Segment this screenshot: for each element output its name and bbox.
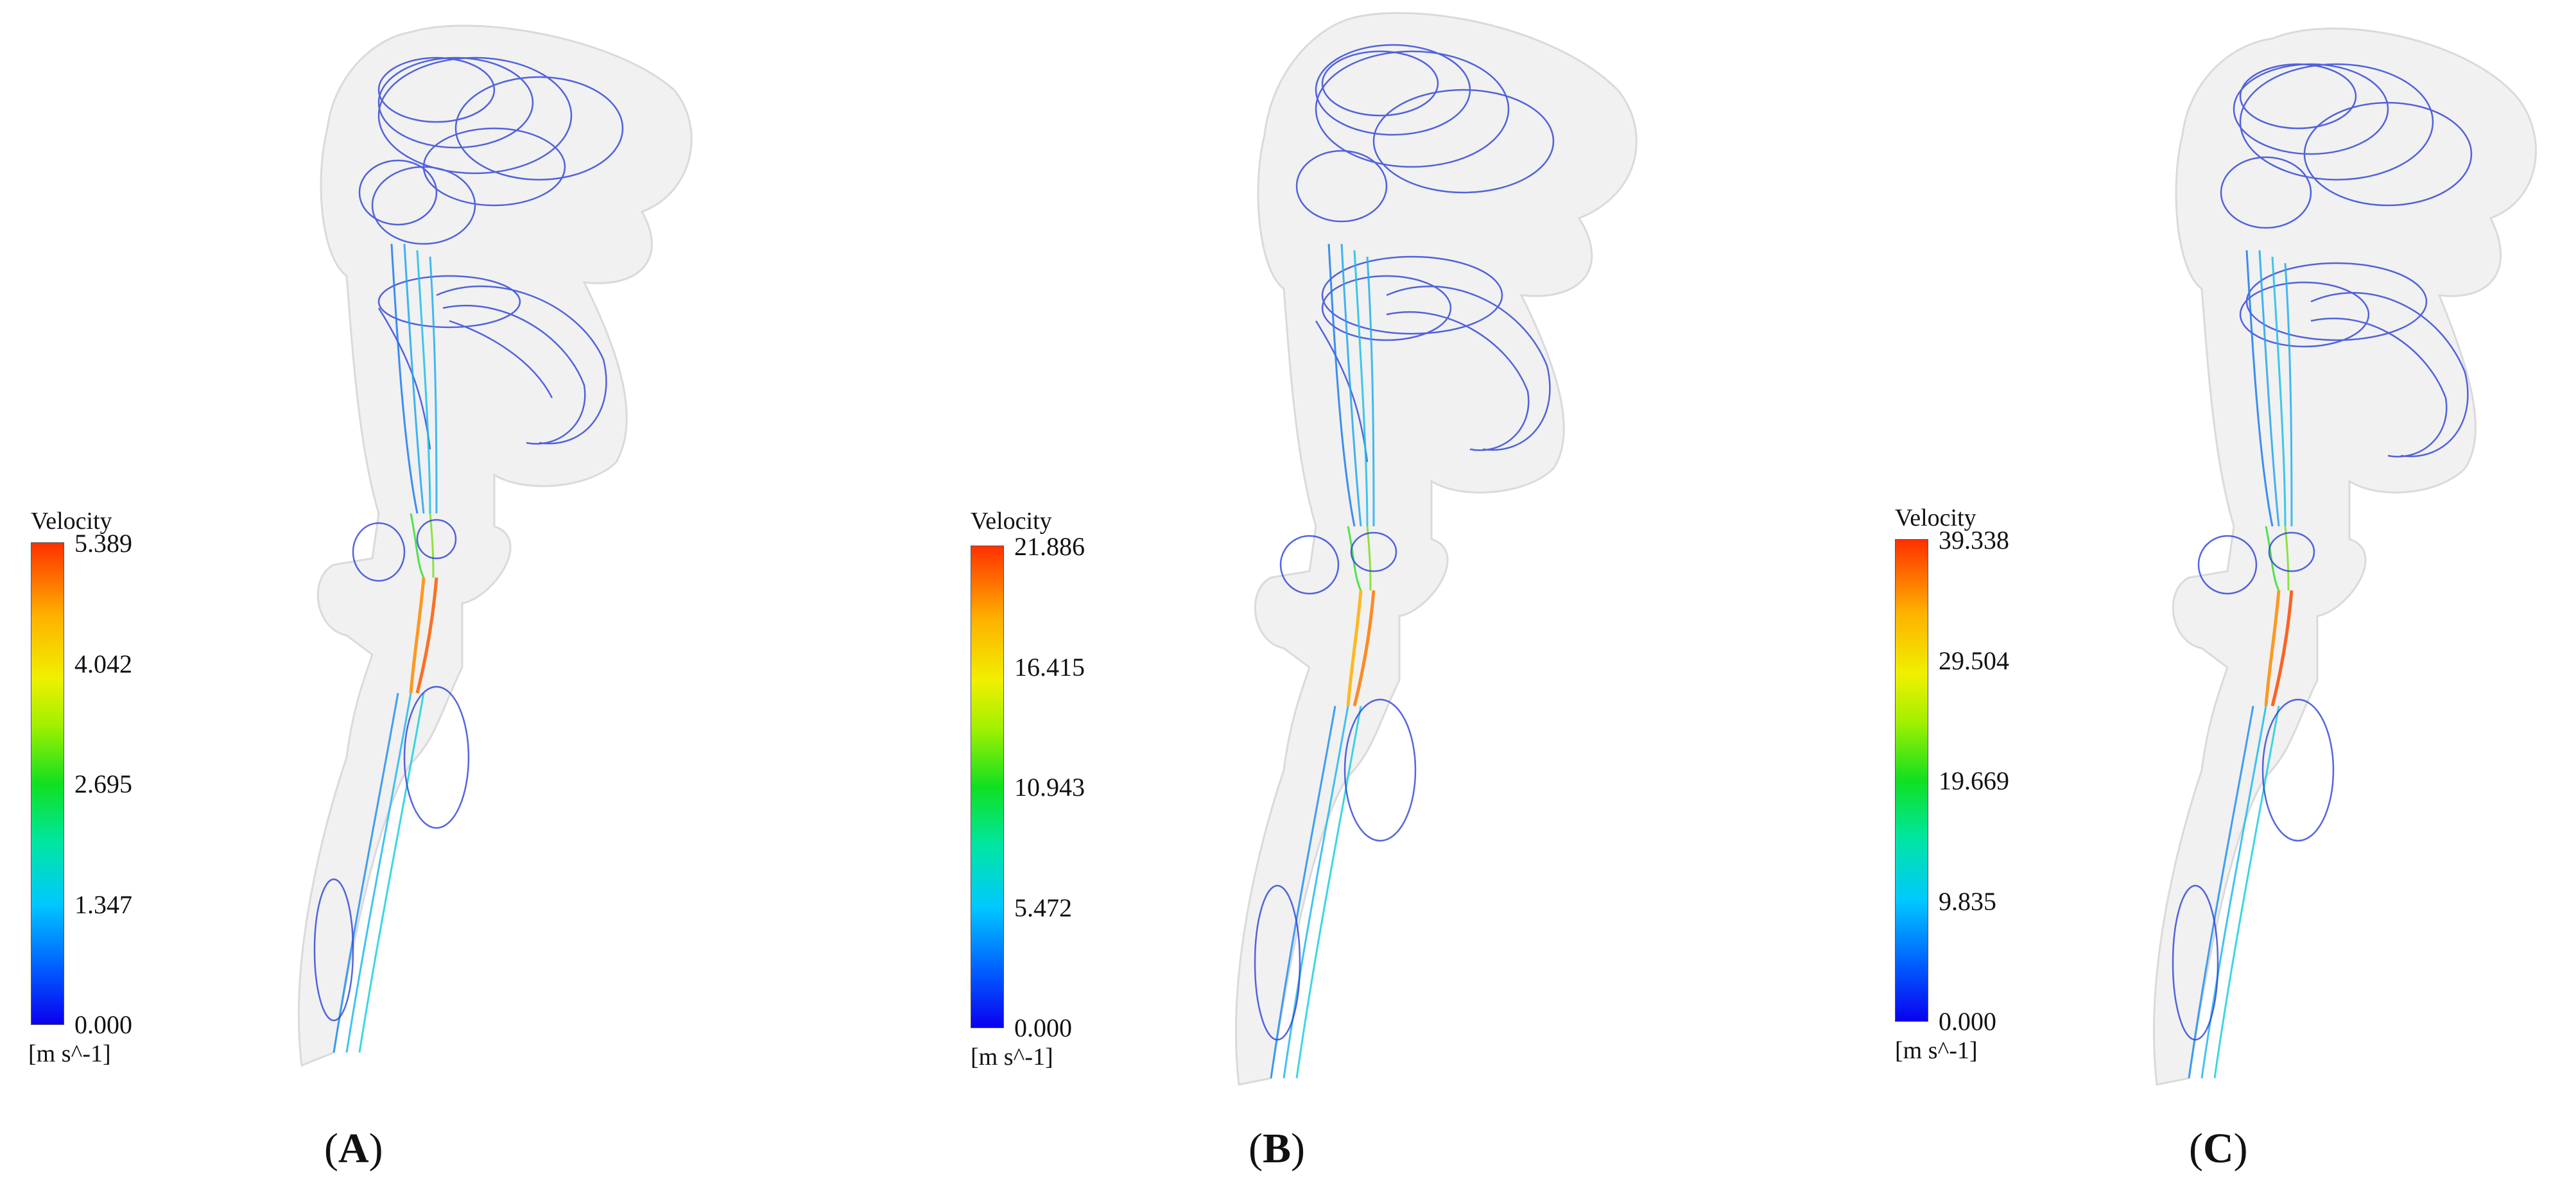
airway-geometry-shell — [2152, 28, 2537, 1086]
airway-geometry-shell — [297, 24, 693, 1067]
streamlines-main — [333, 243, 438, 1053]
tick-label: 0.000 — [1939, 1007, 1996, 1036]
colorbar — [971, 546, 1004, 1028]
tick-label: 2.695 — [74, 770, 132, 798]
colorbar — [31, 542, 64, 1025]
legend-title: Velocity — [31, 508, 112, 535]
tick-label: 39.338 — [1939, 526, 2009, 555]
panel-a: Velocity 5.389 4.042 2.695 1.347 0.000 [… — [0, 0, 886, 1204]
tick-label: 29.504 — [1939, 646, 2009, 675]
panel-letter: B — [1262, 1125, 1292, 1172]
streamlines-upper — [358, 56, 624, 450]
tick-label: 1.347 — [74, 890, 132, 919]
streamlines-lower-vortices — [2172, 531, 2335, 1041]
tick-label: 5.472 — [1014, 893, 1072, 922]
panel-letter: C — [2202, 1125, 2234, 1172]
legend-unit: [m s^-1] — [971, 1044, 1053, 1071]
panel-letter: A — [338, 1125, 369, 1172]
tick-label: 10.943 — [1014, 773, 1085, 802]
legend-title: Velocity — [1895, 504, 1976, 531]
tick-label: 19.669 — [1939, 766, 2009, 795]
streamlines-lower-vortices — [1254, 531, 1417, 1041]
streamline-visualization — [297, 24, 693, 1067]
streamlines-main — [2188, 250, 2294, 1079]
tick-label: 5.389 — [74, 529, 132, 558]
streamlines-upper — [1295, 44, 1555, 463]
tick-label: 9.835 — [1939, 887, 1996, 916]
tick-label: 16.415 — [1014, 653, 1085, 682]
streamlines-upper — [2220, 63, 2473, 458]
streamline-visualization — [2152, 28, 2537, 1086]
legend-unit: [m s^-1] — [28, 1040, 111, 1067]
legend-unit: [m s^-1] — [1895, 1037, 1978, 1064]
panel-label: (A) — [324, 1125, 383, 1172]
legend-title: Velocity — [971, 508, 1052, 535]
panel-label: (C) — [2189, 1125, 2248, 1172]
tick-label: 0.000 — [74, 1010, 132, 1039]
airway-geometry-shell — [1234, 12, 1638, 1086]
panel-b: Velocity 21.886 16.415 10.943 5.472 0.00… — [912, 0, 1810, 1204]
panel-label: (B) — [1249, 1125, 1305, 1172]
streamlines-lower-vortices — [313, 519, 470, 1022]
tick-label: 4.042 — [74, 649, 132, 678]
panel-c: Velocity 39.338 29.504 19.669 9.835 0.00… — [1836, 0, 2574, 1204]
colorbar — [1895, 539, 1928, 1022]
tick-label: 0.000 — [1014, 1013, 1072, 1042]
streamline-visualization — [1234, 12, 1638, 1086]
tick-label: 21.886 — [1014, 532, 1085, 561]
